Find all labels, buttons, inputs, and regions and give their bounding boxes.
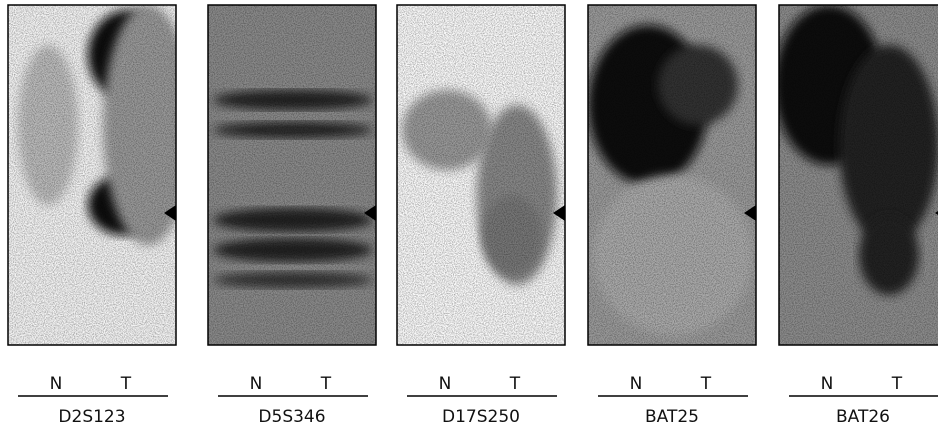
gel-grain <box>397 5 565 345</box>
gel-grain <box>588 5 756 345</box>
marker-name: BAT26 <box>836 407 890 427</box>
lane-label: N <box>250 374 263 394</box>
gel-image <box>588 5 756 345</box>
allele-arrow <box>744 205 756 221</box>
lane-label: T <box>509 374 521 394</box>
gel-image <box>8 5 176 345</box>
lane-label: T <box>120 374 132 394</box>
marker-name: D5S346 <box>258 407 325 427</box>
gel-image <box>208 5 376 345</box>
gel-grain <box>208 5 376 345</box>
panel-border <box>587 4 757 346</box>
gel-image <box>779 5 938 345</box>
panel-border <box>7 4 177 346</box>
lane-label: N <box>439 374 452 394</box>
marker-name: BAT25 <box>645 407 699 427</box>
allele-arrow <box>364 205 376 221</box>
gel-panel: N T D2S123 <box>7 4 177 427</box>
lane-label: N <box>630 374 643 394</box>
allele-arrow <box>553 205 565 221</box>
panel-border <box>778 4 938 346</box>
marker-name: D17S250 <box>442 407 520 427</box>
gel-grain <box>779 5 938 345</box>
gel-grain <box>8 5 176 345</box>
allele-arrow <box>164 205 176 221</box>
lane-label: N <box>50 374 63 394</box>
lane-label: T <box>700 374 712 394</box>
gel-panel: N T D17S250 <box>396 4 566 427</box>
panel-border <box>207 4 377 346</box>
allele-arrow <box>935 211 938 215</box>
gel-image <box>397 5 565 345</box>
lane-label: T <box>320 374 332 394</box>
marker-name: D2S123 <box>58 407 125 427</box>
lane-label: N <box>821 374 834 394</box>
lane-label: T <box>891 374 903 394</box>
panel-border <box>396 4 566 346</box>
gel-panel: N T D5S346 <box>207 4 377 427</box>
